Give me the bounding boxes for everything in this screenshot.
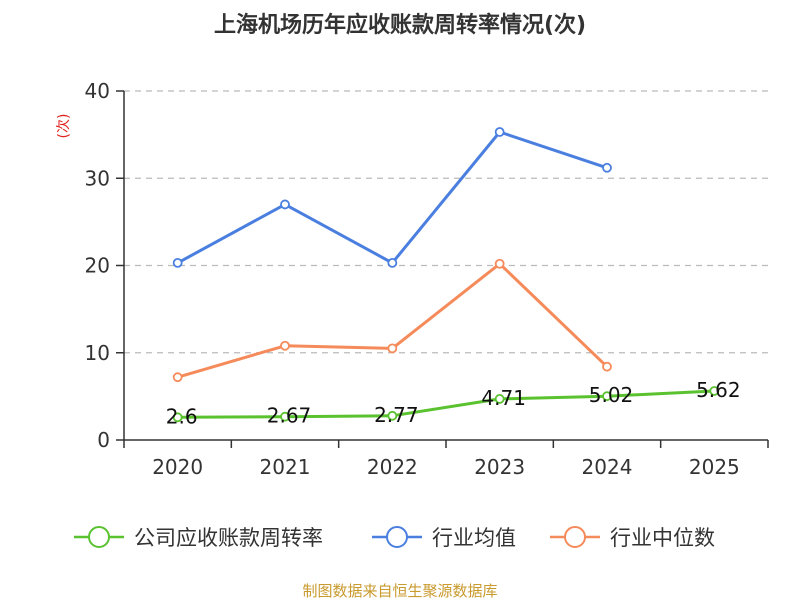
legend: 公司应收账款周转率 行业均值 行业中位数 — [74, 526, 715, 550]
legend-item-industry_median: 行业中位数 — [550, 526, 715, 550]
x-tick-label-2024: 2024 — [582, 455, 633, 479]
series-line-industry_avg — [176, 130, 608, 265]
source-footer: 制图数据来自恒生聚源数据库 — [302, 582, 497, 600]
data-label-2024: 5.02 — [589, 383, 634, 407]
grid-layer — [124, 90, 768, 354]
y-tick-label-10: 10 — [85, 341, 110, 365]
legend-label-company: 公司应收账款周转率 — [134, 526, 323, 550]
point-company-2025 — [709, 386, 720, 396]
point-industry_avg-2021 — [280, 199, 290, 210]
point-industry_median-2022 — [387, 343, 398, 354]
data-label-2022: 2.77 — [374, 403, 419, 427]
data-label-2021: 2.67 — [267, 404, 312, 428]
legend-marker-industry_median — [564, 526, 586, 548]
data-label-layer: 2.6 2.67 2.77 4.71 5.02 5.62 — [166, 378, 741, 428]
legend-marker-industry_avg — [386, 526, 408, 548]
series-line-company — [177, 389, 715, 419]
y-tick-label-30: 30 — [85, 166, 110, 190]
point-company-2022 — [387, 410, 398, 421]
point-industry_median-2023 — [494, 258, 505, 269]
point-industry_avg-2024 — [602, 162, 612, 173]
legend-item-company: 公司应收账款周转率 — [74, 526, 323, 550]
data-label-2023: 4.71 — [481, 386, 526, 410]
y-tick-label-20: 20 — [85, 254, 110, 278]
chart-title: 上海机场历年应收账款周转率情况(次) — [214, 12, 586, 38]
x-tick-label-2023: 2023 — [474, 455, 525, 479]
data-label-2025: 5.62 — [696, 378, 741, 402]
x-tick-label-2025: 2025 — [689, 455, 740, 479]
point-company-2020 — [172, 412, 183, 423]
point-industry_avg-2023 — [494, 127, 505, 137]
x-tick-label-2022: 2022 — [367, 455, 418, 479]
x-tick-label-2020: 2020 — [152, 455, 203, 479]
point-industry_avg-2020 — [172, 257, 183, 268]
legend-marker-company — [88, 526, 110, 548]
x-tick-label-2021: 2021 — [260, 455, 311, 479]
point-industry_avg-2022 — [387, 257, 398, 268]
legend-label-industry_avg: 行业均值 — [432, 526, 516, 550]
point-company-2021 — [280, 411, 290, 422]
point-industry_median-2024 — [602, 361, 612, 372]
series-layer — [172, 127, 720, 423]
y-tick-label-40: 40 — [85, 79, 110, 103]
point-company-2023 — [494, 394, 505, 404]
series-line-industry_median — [177, 262, 609, 379]
point-industry_median-2020 — [172, 372, 183, 383]
y-tick-label-0: 0 — [97, 428, 110, 452]
point-company-2024 — [602, 391, 612, 402]
legend-item-industry_avg: 行业均值 — [372, 526, 516, 550]
data-label-2020: 2.6 — [166, 404, 198, 428]
legend-label-industry_median: 行业中位数 — [610, 526, 715, 550]
axis-layer: 0 10 20 30 40 2020 2021 2022 2023 2024 2025 — [85, 79, 769, 479]
point-industry_median-2021 — [280, 340, 290, 351]
y-axis-label: (次) — [56, 114, 72, 139]
